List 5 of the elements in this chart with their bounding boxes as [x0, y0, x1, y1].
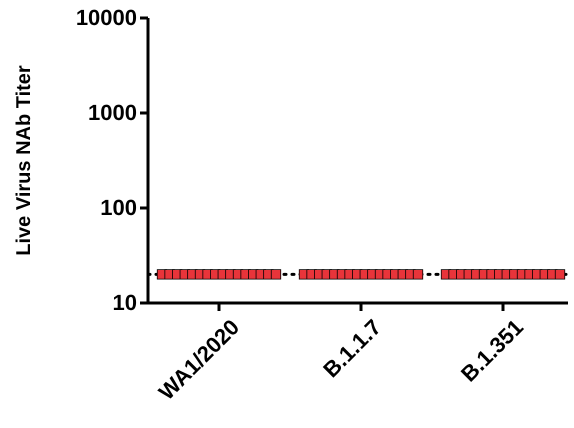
y-tick-label: 1000 — [88, 100, 137, 126]
y-tick-label: 10 — [112, 290, 137, 316]
y-axis-title: Live Virus NAb Titer — [13, 65, 35, 256]
y-tick-label: 10000 — [76, 5, 137, 30]
y-tick-label: 100 — [100, 195, 137, 220]
